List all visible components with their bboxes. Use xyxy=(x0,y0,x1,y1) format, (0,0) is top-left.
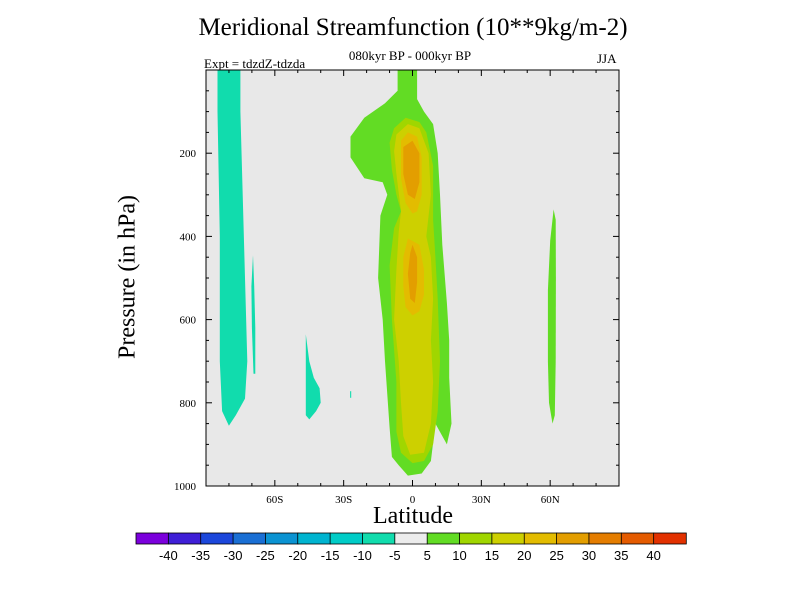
x-tick-label: 30N xyxy=(472,494,491,506)
colorbar-label: 40 xyxy=(646,548,660,563)
experiment-label: Expt = tdzdZ-tdzda xyxy=(204,56,306,71)
colorbar-swatch xyxy=(329,532,364,545)
colorbar-swatch xyxy=(556,532,590,545)
y-tick-label: 800 xyxy=(180,398,197,410)
colorbar-label: 10 xyxy=(452,548,466,563)
colorbar-label: -30 xyxy=(224,548,243,563)
colorbar-swatch xyxy=(620,532,655,545)
colorbar-label: -35 xyxy=(191,548,210,563)
chart-subtitle: 080kyr BP - 000kyr BP xyxy=(348,48,472,63)
colorbar-swatch xyxy=(426,532,461,545)
colorbar-label: 35 xyxy=(614,548,628,563)
colorbar-label: -15 xyxy=(321,548,340,563)
colorbar-swatch xyxy=(232,532,267,545)
colorbar-swatch xyxy=(491,532,525,545)
colorbar-swatch xyxy=(362,532,396,545)
colorbar-label: 30 xyxy=(582,548,596,563)
contour-neg-patch-midsouth xyxy=(305,334,321,420)
colorbar: -40 -35 -30 -25 -20 -15 -10 -5 5 10 15 20 25 30 35 40 xyxy=(135,532,687,563)
x-tick-label: 0 xyxy=(410,494,416,506)
colorbar-swatch xyxy=(653,532,687,545)
y-tick-label: 400 xyxy=(180,231,197,243)
contour-neg-band-far-south xyxy=(217,70,248,426)
colorbar-label: 20 xyxy=(517,548,531,563)
colorbar-label: -10 xyxy=(353,548,372,563)
contour-neg-sliver-south xyxy=(251,255,256,374)
x-tick-label: 30S xyxy=(335,494,352,506)
colorbar-swatch xyxy=(459,532,493,545)
colorbar-label: -25 xyxy=(256,548,275,563)
contour-layer xyxy=(217,70,556,476)
x-tick-label: 60N xyxy=(541,494,560,506)
y-tick-label: 1000 xyxy=(174,481,197,493)
colorbar-label: 15 xyxy=(485,548,499,563)
colorbar-swatch xyxy=(588,532,622,545)
colorbar-label: 5 xyxy=(424,548,431,563)
colorbar-swatch xyxy=(200,532,234,545)
x-tick-label: 60S xyxy=(266,494,283,506)
colorbar-swatch xyxy=(167,532,202,545)
colorbar-swatch xyxy=(394,532,428,545)
axes-layer: 60S 30S 0 30N 60N 200 400 600 800 1000 xyxy=(174,70,619,506)
contour-pos-band-60N xyxy=(547,209,556,424)
contour-pos-core-25 xyxy=(403,140,420,199)
colorbar-label: 25 xyxy=(549,548,563,563)
colorbar-swatch xyxy=(265,532,299,545)
y-tick-label: 200 xyxy=(180,148,197,160)
colorbar-label: -40 xyxy=(159,548,178,563)
contour-neg-dot xyxy=(350,391,352,398)
chart-title: Meridional Streamfunction (10**9kg/m-2) xyxy=(198,14,628,41)
x-axis-label: Latitude xyxy=(373,503,453,529)
colorbar-label: -20 xyxy=(288,548,307,563)
colorbar-label: -5 xyxy=(389,548,401,563)
contour-pos-core-25-low xyxy=(407,244,418,303)
colorbar-swatch xyxy=(297,532,331,545)
colorbar-swatch xyxy=(135,532,170,545)
y-tick-label: 600 xyxy=(180,315,197,327)
colorbar-swatch xyxy=(523,532,558,545)
season-label: JJA xyxy=(597,51,617,66)
